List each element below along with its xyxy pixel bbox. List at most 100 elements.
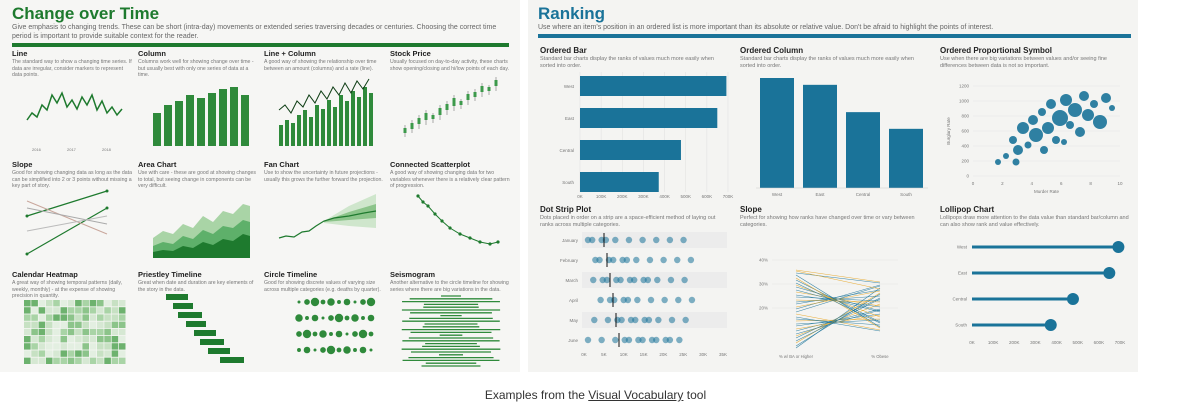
strip-dot [596, 256, 603, 264]
cell-ordered-bar: Ordered Bar Standard bar charts display … [540, 46, 730, 70]
heatmap-cell [89, 336, 97, 343]
proportional-symbol [1042, 122, 1054, 134]
strip-dot [676, 336, 683, 344]
x-tick-label: 8 [1089, 181, 1092, 186]
heatmap-cell [89, 350, 97, 357]
strip-dot [646, 256, 654, 264]
heatmap-cell [89, 328, 97, 336]
x-tick-label: 6 [1060, 181, 1063, 186]
heatmap-cell [45, 350, 53, 357]
cell-connected-scatterplot: Connected Scatterplot A good way of show… [390, 160, 512, 246]
cell-title: Dot Strip Plot [540, 205, 592, 214]
circle-mark [361, 316, 365, 320]
proportional-symbol [1038, 108, 1046, 116]
strip-band [582, 292, 727, 308]
circle-mark [353, 348, 357, 352]
heatmap-cell [75, 307, 82, 314]
category-label: Central [559, 148, 574, 153]
circle-mark [297, 300, 301, 304]
heatmap-cell [31, 336, 38, 343]
category-label: East [565, 116, 575, 121]
heatmap-cell [111, 328, 119, 336]
heatmap-cell [31, 350, 38, 357]
strip-dot [604, 316, 612, 324]
category-label: March [565, 278, 578, 283]
proportional-symbol [1109, 105, 1115, 111]
cell-desc: Dots placed in order on a strip are a sp… [540, 215, 716, 228]
category-label: East [958, 271, 968, 276]
circle-mark [353, 300, 357, 304]
circle-mark [327, 298, 335, 306]
heatmap-cell [89, 314, 97, 321]
cell-title: Ordered Proportional Symbol [940, 46, 1053, 55]
heatmap-cell [75, 314, 82, 321]
x-tick-label: 2 [1001, 181, 1004, 186]
heatmap-cell [53, 300, 60, 307]
cell-circle-timeline: Circle Timeline Good for showing discret… [264, 270, 384, 355]
heatmap-cell [60, 343, 68, 350]
heatmap-cell [82, 357, 89, 364]
x-tick-label: 600K [1094, 340, 1105, 345]
x-tick-label: 0 [972, 181, 975, 186]
heatmap-cell [118, 357, 126, 364]
heatmap-cell [104, 321, 111, 328]
cell-ordered-proportional-symbol: Ordered Proportional Symbol Use when the… [940, 46, 1135, 70]
heatmap-cell [111, 336, 119, 343]
heatmap-cell [31, 300, 38, 307]
cell-area-chart: Area Chart Use with care - these are goo… [138, 160, 258, 258]
strip-dot [633, 256, 640, 264]
strip-dot [624, 296, 632, 304]
strip-dot [668, 316, 676, 324]
heatmap-cell [111, 357, 119, 364]
cell-lollipop-chart: Lollipop Chart Lollipops draw more atten… [940, 205, 1135, 229]
panel-title: Change over Time [12, 4, 160, 23]
heatmap-cell [82, 328, 89, 336]
heatmap-cell [53, 328, 60, 336]
heatmap-cell [53, 343, 60, 350]
strip-dot [611, 296, 618, 304]
category-label: West [564, 84, 575, 89]
heatmap-cell [104, 314, 111, 321]
strip-dot [680, 236, 687, 244]
proportional-symbol [995, 159, 1001, 165]
x-tick-label: 200K [617, 194, 628, 199]
heatmap-cell [75, 343, 82, 350]
column-bar [208, 93, 216, 146]
heatmap-cell [67, 350, 75, 357]
heatmap-cell [104, 357, 111, 364]
circle-mark [343, 346, 351, 354]
heatmap-cell [67, 357, 75, 364]
panel-subtitle: Use where an item's position in an order… [538, 24, 994, 31]
slope-line [795, 287, 881, 349]
circle-mark [352, 331, 358, 337]
slope-chart-thumb [25, 189, 109, 256]
proportional-symbol [1052, 110, 1068, 126]
heatmap-cell [60, 350, 68, 357]
strip-dot [632, 316, 639, 324]
visual-vocabulary-link[interactable]: Visual Vocabulary [588, 388, 684, 402]
cell-desc: Use to show the uncertainty in future pr… [264, 170, 383, 183]
strip-dot [639, 336, 646, 344]
heatmap-cell [89, 321, 97, 328]
title-rule [538, 34, 1131, 38]
circle-mark [351, 314, 359, 322]
cell-slope-ranking: Slope Perfect for showing how ranks have… [740, 205, 930, 229]
heatmap-cell [82, 350, 89, 357]
heatmap-cell [82, 314, 89, 321]
cell-fan-chart: Fan Chart Use to show the uncertainty in… [264, 160, 384, 239]
y-tick-label: 30% [759, 282, 768, 287]
heatmap-cell [104, 343, 111, 350]
circle-mark [320, 347, 326, 353]
circle-mark [326, 345, 336, 355]
heatmap-cell [45, 307, 53, 314]
panel-title: Ranking [538, 4, 606, 23]
category-label: East [815, 192, 825, 197]
strip-dot [625, 336, 633, 344]
strip-dot [675, 296, 682, 304]
heatmap-cell [53, 350, 60, 357]
cell-seismogram: Seismogram Another alternative to the ci… [390, 270, 512, 367]
cell-desc: Lollipops draw more attention to the dat… [940, 215, 1129, 228]
column-bar [760, 78, 794, 188]
strip-dot [674, 256, 681, 264]
cell-title: Circle Timeline [264, 270, 318, 279]
